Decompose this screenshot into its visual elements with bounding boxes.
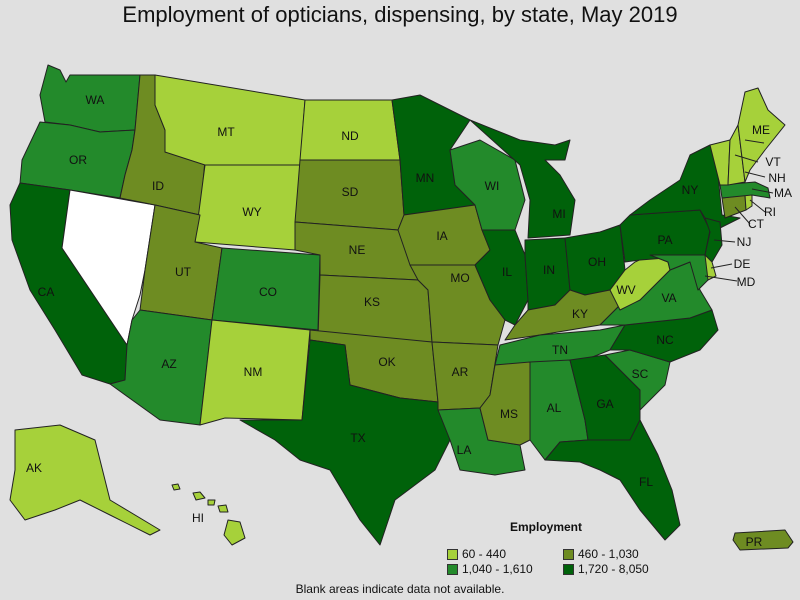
label-wa: WA: [86, 93, 105, 107]
state-ri[interactable]: [744, 194, 753, 211]
label-ok: OK: [378, 355, 395, 369]
label-ny: NY: [682, 183, 699, 197]
legend-title: Employment: [510, 520, 583, 534]
legend-label-2: 460 - 1,030: [578, 547, 639, 561]
label-pa: PA: [657, 233, 672, 247]
leader-lines: [704, 139, 774, 282]
label-or: OR: [69, 153, 87, 167]
legend-swatch-3: [447, 563, 458, 575]
label-pr: PR: [746, 535, 763, 549]
footnote: Blank areas indicate data not available.: [295, 582, 505, 596]
label-la: LA: [457, 443, 472, 457]
legend-item-3: 1,040 - 1,610: [447, 562, 533, 576]
label-ky: KY: [572, 307, 588, 321]
state-ny[interactable]: [629, 144, 741, 233]
label-nj: NJ: [737, 235, 752, 249]
legend-swatch-4: [563, 563, 574, 575]
state-de[interactable]: [704, 254, 717, 281]
label-me: ME: [752, 123, 770, 137]
label-nm: NM: [244, 365, 263, 379]
label-sd: SD: [342, 185, 359, 199]
label-nc: NC: [656, 333, 674, 347]
label-wy: WY: [242, 205, 261, 219]
label-tn: TN: [552, 343, 568, 357]
legend-item-4: 1,720 - 8,050: [563, 562, 649, 576]
label-wi: WI: [485, 179, 500, 193]
label-oh: OH: [588, 255, 606, 269]
label-ga: GA: [596, 397, 613, 411]
label-mo: MO: [450, 271, 469, 285]
label-id: ID: [152, 179, 164, 193]
label-in: IN: [543, 263, 555, 277]
state-ma[interactable]: [719, 181, 771, 199]
label-sc: SC: [632, 367, 649, 381]
label-md: MD: [737, 275, 756, 289]
label-ca: CA: [38, 285, 55, 299]
state-tx[interactable]: [239, 339, 451, 546]
state-nm[interactable]: [199, 319, 311, 426]
label-de: DE: [734, 257, 751, 271]
label-mt: MT: [217, 125, 235, 139]
state-pr[interactable]: [732, 529, 794, 551]
state-labels: WA OR CA ID MT WY UT AZ CO NM ND SD NE K…: [26, 93, 792, 549]
label-va: VA: [661, 291, 676, 305]
label-az: AZ: [161, 357, 176, 371]
label-ar: AR: [452, 365, 469, 379]
legend-swatch-1: [447, 548, 458, 560]
label-il: IL: [502, 265, 512, 279]
label-ne: NE: [349, 243, 366, 257]
label-mn: MN: [416, 171, 435, 185]
label-ri: RI: [764, 205, 776, 219]
state-fl[interactable]: [544, 419, 681, 541]
label-hi: HI: [192, 511, 204, 525]
legend-item-1: 60 - 440: [447, 547, 506, 561]
state-mi[interactable]: [469, 119, 576, 239]
state-me[interactable]: [737, 87, 786, 183]
legend-item-2: 460 - 1,030: [563, 547, 639, 561]
label-fl: FL: [639, 475, 653, 489]
label-mi: MI: [552, 207, 565, 221]
label-ut: UT: [175, 265, 192, 279]
label-wv: WV: [616, 283, 635, 297]
label-co: CO: [259, 285, 277, 299]
legend-label-3: 1,040 - 1,610: [462, 562, 533, 576]
label-ks: KS: [364, 295, 380, 309]
label-nh: NH: [768, 171, 785, 185]
label-ak: AK: [26, 461, 42, 475]
label-ms: MS: [500, 407, 518, 421]
legend-swatch-2: [563, 548, 574, 560]
state-ct[interactable]: [721, 194, 747, 219]
label-ia: IA: [436, 229, 447, 243]
state-il[interactable]: [474, 229, 529, 326]
label-vt: VT: [765, 155, 781, 169]
legend-label-4: 1,720 - 8,050: [578, 562, 649, 576]
legend-label-1: 60 - 440: [462, 547, 507, 561]
map-title: Employment of opticians, dispensing, by …: [122, 2, 678, 27]
label-ct: CT: [748, 217, 765, 231]
state-hi[interactable]: [171, 483, 246, 546]
state-ak[interactable]: [9, 424, 161, 536]
state-mt[interactable]: [154, 74, 306, 166]
label-nd: ND: [341, 129, 359, 143]
label-tx: TX: [350, 431, 365, 445]
label-al: AL: [547, 401, 562, 415]
label-ma: MA: [774, 186, 792, 200]
